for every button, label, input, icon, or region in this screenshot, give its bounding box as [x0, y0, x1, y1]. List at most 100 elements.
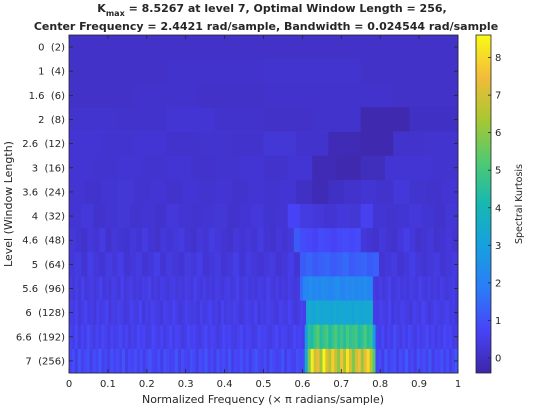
heatmap-cell	[72, 276, 76, 301]
heatmap-cell	[287, 228, 295, 253]
heatmap-cell	[316, 348, 320, 374]
heatmap-cell	[231, 348, 235, 374]
heatmap-cell	[263, 35, 459, 60]
colorbar-tick-label: 6	[495, 128, 501, 139]
heatmap-cell	[388, 300, 392, 326]
heatmap-cell	[175, 324, 179, 350]
heatmap-cell	[239, 228, 246, 253]
heatmap-cell	[272, 348, 276, 374]
heatmap-cell	[214, 107, 264, 132]
heatmap-cell	[433, 300, 438, 326]
heatmap-cell	[437, 348, 441, 374]
heatmap-cell	[107, 324, 111, 350]
heatmap-cell	[322, 348, 326, 374]
heatmap-cell	[409, 252, 416, 277]
heatmap-cell	[328, 324, 332, 350]
heatmap-cell	[290, 348, 294, 374]
heatmap-cell	[430, 300, 435, 326]
heatmap-cell	[376, 179, 394, 205]
heatmap-cell	[415, 300, 419, 326]
heatmap-cell	[227, 276, 231, 301]
heatmap-cell	[263, 59, 362, 84]
heatmap-cell	[266, 300, 270, 326]
heatmap-cell	[213, 348, 217, 374]
heatmap-cell	[287, 300, 292, 326]
heatmap-cell	[225, 324, 229, 350]
heatmap-cell	[287, 252, 295, 277]
heatmap-cell	[69, 83, 135, 108]
heatmap-cell	[172, 324, 176, 350]
heatmap-cell	[427, 252, 435, 277]
heatmap-cell	[199, 276, 204, 301]
heatmap-cell	[425, 348, 429, 374]
heatmap-cell	[357, 276, 362, 301]
heatmap-cell	[154, 252, 161, 277]
heatmap-cell	[184, 300, 188, 326]
heatmap-cell	[310, 348, 314, 374]
heatmap-cell	[328, 348, 332, 374]
heatmap-cell	[129, 276, 134, 301]
heatmap-cell	[148, 324, 152, 350]
heatmap-cell	[123, 300, 128, 326]
heatmap-cell	[366, 228, 374, 253]
heatmap-cell	[190, 228, 197, 253]
heatmap-cell	[205, 300, 210, 326]
heatmap-cell	[111, 276, 115, 301]
heatmap-cell	[312, 252, 319, 277]
heatmap-cell	[117, 228, 125, 253]
heatmap-cell	[424, 276, 428, 301]
heatmap-cell	[299, 276, 304, 301]
x-axis-label: Normalized Frequency (× π radians/sample…	[142, 393, 384, 406]
heatmap-cell	[151, 300, 155, 326]
heatmap-cell	[330, 300, 334, 326]
heatmap-cell	[178, 252, 185, 277]
heatmap-cell	[385, 228, 392, 253]
y-tick-label: 6.6 (192)	[16, 332, 65, 343]
heatmap-cell	[245, 300, 249, 326]
heatmap-cell	[214, 252, 222, 277]
heatmap-cell	[202, 252, 210, 277]
heatmap-cell	[236, 300, 240, 326]
heatmap-cell	[227, 300, 231, 326]
heatmap-cell	[96, 300, 100, 326]
heatmap-cell	[254, 348, 258, 374]
heatmap-cell	[142, 348, 146, 374]
heatmap-cell	[95, 324, 99, 350]
heatmap-cell	[78, 276, 82, 301]
heatmap-cell	[418, 276, 422, 301]
heatmap-cell	[201, 348, 205, 374]
heatmap-cell	[133, 179, 151, 205]
heatmap-cell	[166, 179, 183, 205]
heatmap-cell	[409, 300, 413, 326]
heatmap-cell	[448, 276, 453, 301]
heatmap-cell	[172, 252, 179, 277]
heatmap-cell	[391, 300, 395, 326]
heatmap-cell	[139, 324, 144, 350]
heatmap-cell	[133, 83, 200, 108]
heatmap-cell	[269, 300, 273, 326]
heatmap-cell	[181, 300, 185, 326]
heatmap-cell	[404, 324, 409, 350]
heatmap-cell	[202, 300, 207, 326]
heatmap-cell	[290, 276, 295, 301]
heatmap-cell	[71, 324, 76, 350]
heatmap-cell	[409, 179, 426, 205]
heatmap-cell	[242, 324, 247, 350]
heatmap-cell	[313, 348, 317, 374]
heatmap-cell	[372, 276, 377, 301]
heatmap-cell	[69, 155, 94, 181]
heatmap-cell	[348, 228, 356, 253]
heatmap-cell	[85, 179, 102, 205]
heatmap-cell	[403, 276, 407, 301]
heatmap-cell	[443, 348, 447, 374]
heatmap-cell	[325, 324, 329, 350]
heatmap-cell	[196, 252, 204, 277]
heatmap-cell	[141, 204, 155, 229]
heatmap-cell	[154, 324, 158, 350]
heatmap-cell	[449, 324, 453, 350]
heatmap-cell	[219, 348, 223, 374]
heatmap-cell	[293, 300, 298, 326]
heatmap-cell	[354, 324, 359, 350]
heatmap-cell	[431, 324, 435, 350]
heatmap-cell	[180, 324, 185, 350]
